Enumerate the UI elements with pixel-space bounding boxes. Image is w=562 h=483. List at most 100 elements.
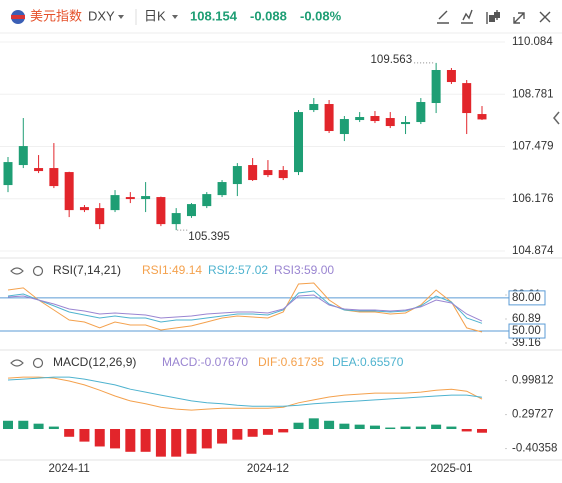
candle-body [217,182,227,196]
macd-bar [94,429,105,447]
macd-bar [415,426,426,430]
flag-stripe [11,15,25,19]
macd-bar [18,420,29,430]
candle-body [446,69,456,83]
dropdown-arrow[interactable] [172,15,178,19]
candle-body [202,194,212,207]
candle-body [309,104,319,111]
macd-bar [3,420,13,430]
symbol[interactable]: DXY [88,8,115,23]
candle-icon-body [489,15,495,22]
candle-body [278,170,288,179]
y-tick-label: 60.89 [512,313,541,325]
candle-body [431,69,441,104]
level-box [508,323,546,339]
candle-body [416,102,426,123]
macd-bar [232,429,243,440]
macd-bar [400,426,411,430]
candle-body [3,162,13,186]
macd-bar [369,425,380,430]
candle-body [186,204,196,217]
candle-body [401,122,411,125]
candle-body [110,195,120,211]
macd-bar [339,423,350,430]
y-tick-label: 107.479 [512,141,554,153]
rsi-line [7,290,483,324]
draw-icon[interactable] [437,10,449,24]
y-tick-label: 0.99812 [512,375,554,387]
y-tick-label: 106.176 [512,193,554,205]
settings-icon[interactable] [32,265,44,277]
y-tick-label: 39.16 [512,337,541,349]
collapse-arrow[interactable] [553,111,560,125]
y-tick-label: 0.29727 [512,409,554,421]
macd-title: MACD(12,26,9) [53,355,136,369]
level-label: 50.00 [512,325,541,337]
macd-bar [308,418,319,430]
macd-bar [476,429,487,433]
candle-body [477,114,487,120]
x-tick-label: 2024-12 [247,463,289,475]
level-label: 80.00 [512,292,541,304]
macd-bar [33,423,44,430]
candle-body [95,208,105,225]
macd-bar [461,429,472,432]
tool-icons [437,9,551,24]
macd-bar [354,424,365,430]
candle-body [64,172,74,211]
indicator-icon[interactable] [461,9,473,24]
macd-bar [125,429,136,452]
macd-bar [293,422,304,430]
eye-icon[interactable] [10,267,24,275]
macd-bar [431,424,442,430]
legend-entry: MACD:-0.07670 [162,355,248,369]
macd-bar [247,429,258,437]
instrument-name[interactable]: 美元指数 [30,8,82,23]
eye-icon[interactable] [10,359,24,367]
candle-body [156,197,166,225]
macd-bar [201,429,212,449]
interval[interactable]: 日K [144,8,166,23]
fullscreen-icon[interactable] [513,12,525,24]
candle-body [263,170,273,176]
candle-body [355,117,365,121]
macd-bar [324,420,335,430]
candle-body [385,118,395,127]
price: 108.154 [190,8,238,23]
candle-body [125,197,135,200]
macd-bar [446,426,457,430]
candle-body [18,146,28,166]
toolbar: 美元指数 DXY 日K 108.154 -0.088 -0.08% [11,8,551,25]
legend-entry: RSI2:57.02 [208,263,268,277]
candle-icon-body [494,12,500,18]
legend-entry: RSI1:49.14 [142,263,202,277]
annotation: 109.563 [371,54,413,66]
macd-bar [171,429,182,457]
candle-body [79,207,89,211]
macd-bar [64,429,75,437]
rsi-title: RSI(7,14,21) [53,263,121,277]
x-tick-label: 2024-11 [48,463,89,475]
candle-body [462,83,472,114]
candle-body [339,119,349,135]
candle-body [294,112,304,173]
candle-body [141,196,151,200]
candle-body [324,104,334,132]
candle-body [171,213,181,225]
dropdown-arrow[interactable] [118,15,124,19]
candle-body [370,116,380,122]
settings-icon[interactable] [32,357,44,369]
macd-bar [217,429,228,444]
macd-bar [140,429,151,452]
level-box [508,290,546,306]
annotation: 105.395 [188,231,230,243]
macd-bar [262,429,273,435]
macd-line [7,376,483,411]
macd-bar [155,429,166,457]
macd-bar [48,426,59,430]
change-pct: -0.08% [300,8,342,23]
x-tick-label: 2025-01 [430,463,472,475]
close-icon[interactable] [539,11,551,23]
